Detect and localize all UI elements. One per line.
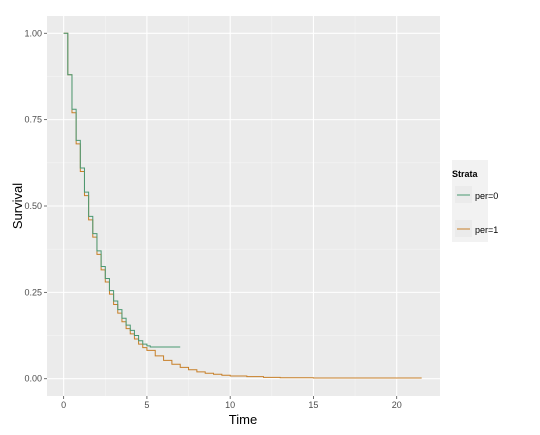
series-layer: [63, 32, 422, 379]
y-axis-title: Survival: [10, 183, 25, 229]
y-axis: 0.00 0.25 0.50 0.75 1.00: [24, 28, 47, 384]
series-line-per=1: [63, 32, 422, 379]
y-tick-label: 0.00: [24, 374, 42, 384]
x-axis: 0 5 10 15 20: [61, 396, 402, 410]
legend-label-1: per=1: [475, 225, 498, 235]
y-tick-label: 0.25: [24, 287, 42, 297]
series-line-per=0: [63, 32, 181, 348]
x-axis-title: Time: [229, 412, 257, 427]
x-tick-label: 20: [392, 400, 402, 410]
x-tick-label: 10: [225, 400, 235, 410]
legend-title: Strata: [452, 169, 479, 179]
legend-label-0: per=0: [475, 191, 498, 201]
grid-major: [47, 16, 440, 396]
x-tick-label: 15: [308, 400, 318, 410]
y-tick-label: 1.00: [24, 28, 42, 38]
legend: Strata per=0 per=1: [452, 160, 498, 242]
y-tick-label: 0.50: [24, 201, 42, 211]
x-tick-label: 5: [144, 400, 149, 410]
x-tick-label: 0: [61, 400, 66, 410]
y-tick-label: 0.75: [24, 115, 42, 125]
